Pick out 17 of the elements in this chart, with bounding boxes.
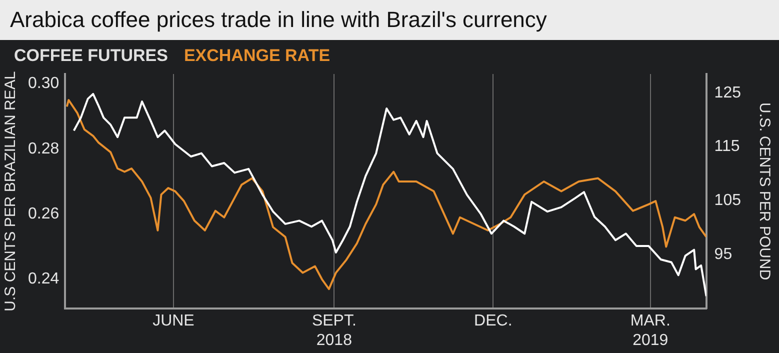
chart-title: Arabica coffee prices trade in line with Brazil's currency bbox=[0, 0, 779, 40]
y2-tick-label: 125 bbox=[714, 84, 742, 102]
y-tick-label: 0.26 bbox=[28, 206, 60, 223]
y2-axis-title: U.S. CENTS PER POUND bbox=[756, 102, 773, 280]
text: COFFEE FUTURES bbox=[14, 46, 168, 66]
x-tick-label: SEPT. 2018 bbox=[312, 312, 356, 349]
y-tick-label: 0.24 bbox=[28, 270, 60, 288]
x-tick-label: JUNE bbox=[152, 312, 194, 330]
y-tick-label: 0.30 bbox=[28, 75, 60, 92]
y2-tick-label: 105 bbox=[714, 192, 742, 210]
x-tick-label: DEC. bbox=[474, 312, 512, 330]
y2-tick-label: 115 bbox=[714, 138, 740, 156]
y2-tick-label: 95 bbox=[714, 246, 732, 264]
y-tick-label: 0.28 bbox=[28, 140, 60, 158]
text: EXCHANGE RATE bbox=[184, 46, 330, 66]
x-tick-label: MAR. 2019 bbox=[630, 312, 670, 349]
y-axis-title: U.S CENTS PER BRAZILIAN REAL bbox=[2, 71, 20, 312]
